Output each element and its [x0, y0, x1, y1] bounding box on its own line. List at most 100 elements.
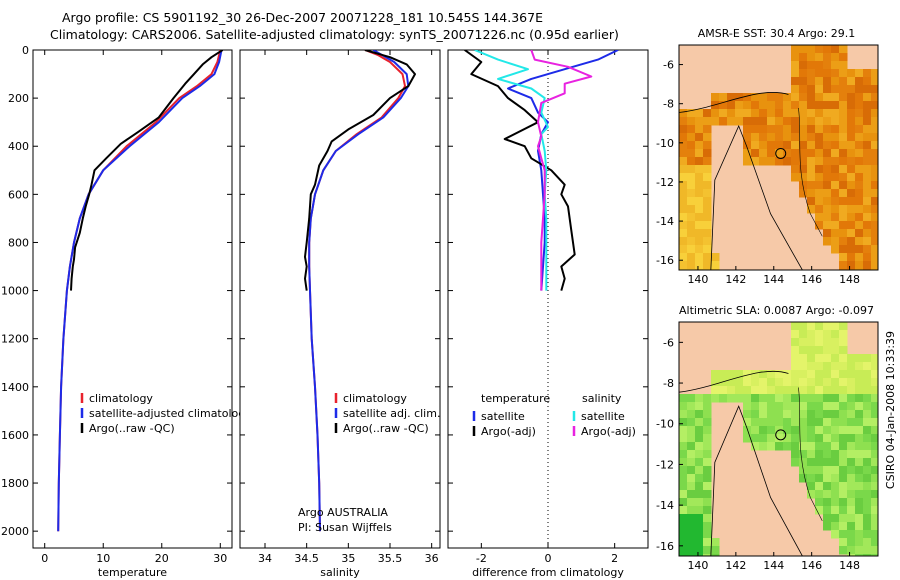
map-cell — [735, 394, 744, 403]
map-cell — [695, 165, 704, 174]
map-cell — [767, 117, 776, 126]
map-cell — [863, 498, 872, 507]
map-cell — [863, 450, 872, 459]
map-cell — [839, 61, 848, 70]
map-cell — [823, 189, 832, 198]
map-cell — [711, 378, 720, 387]
map-cell — [791, 394, 800, 403]
map-cell — [807, 141, 816, 150]
y-tick-label: -8 — [663, 98, 674, 111]
map-cell — [759, 157, 768, 166]
map-cell — [855, 125, 864, 134]
map-cell — [695, 482, 704, 491]
y-tick-label: -16 — [656, 540, 674, 553]
map-cell — [687, 498, 696, 507]
map-cell — [775, 370, 784, 379]
map-cell — [711, 386, 720, 395]
map-cell — [831, 53, 840, 62]
map-cell — [719, 394, 728, 403]
map-cell — [815, 125, 824, 134]
map-cell — [839, 197, 848, 206]
map-cell — [687, 530, 696, 539]
map-cell — [823, 173, 832, 182]
map-cell — [759, 426, 768, 435]
map-cell — [703, 402, 712, 411]
legend-group-salinity: salinity — [582, 392, 622, 405]
map-cell — [831, 221, 840, 230]
map-cell — [807, 410, 816, 419]
map-cell — [783, 117, 792, 126]
map-cell — [807, 370, 816, 379]
map-cell — [711, 101, 720, 110]
map-cell — [863, 253, 872, 262]
map-cell — [815, 189, 824, 198]
map-cell — [839, 402, 848, 411]
map-cell — [679, 229, 688, 238]
map-cell — [807, 77, 816, 86]
map-cell — [775, 402, 784, 411]
map-cell — [871, 386, 878, 395]
y-tick-label: 800 — [8, 236, 29, 249]
map-cell — [791, 101, 800, 110]
map-cell — [695, 514, 704, 523]
map-cell — [799, 173, 808, 182]
series-line-temperature-argo-adj- — [464, 50, 576, 291]
map-cell — [831, 362, 840, 371]
map-cell — [847, 474, 856, 483]
map-cell — [743, 133, 752, 142]
map-cell — [823, 514, 832, 523]
map-cell — [759, 442, 768, 451]
map-cell — [783, 125, 792, 134]
map-cell — [855, 434, 864, 443]
map-cell — [855, 554, 864, 556]
map-cell — [839, 101, 848, 110]
map-cell — [759, 386, 768, 395]
map-cell — [863, 157, 872, 166]
map-cell — [759, 402, 768, 411]
map-cell — [871, 434, 878, 443]
map-cell — [695, 181, 704, 190]
map-cell — [783, 370, 792, 379]
map-cell — [799, 426, 808, 435]
map-cell — [679, 538, 688, 547]
map-cell — [871, 410, 878, 419]
map-cell — [823, 450, 832, 459]
panel-temp: 0 10 20 30 0 200 400 600 800 1000 1200 1400 1600 1800… — [1, 44, 252, 579]
map-cell — [695, 418, 704, 427]
map-cell — [687, 402, 696, 411]
map-cell — [839, 221, 848, 230]
map-cell — [839, 229, 848, 238]
map-cell — [679, 133, 688, 142]
map-cell — [695, 197, 704, 206]
map-cell — [839, 434, 848, 443]
y-tick-label: 0 — [22, 44, 29, 57]
map-cell — [855, 245, 864, 254]
map-cell — [751, 410, 760, 419]
y-tick-label: 1800 — [1, 477, 29, 490]
map-cell — [687, 442, 696, 451]
map-cell — [871, 125, 878, 134]
x-tick-label: 144 — [763, 559, 784, 572]
map-cell — [775, 386, 784, 395]
map-cell — [871, 474, 878, 483]
map-cell — [823, 45, 832, 54]
map-cell — [783, 418, 792, 427]
y-tick-label: -14 — [656, 499, 674, 512]
map-cell — [791, 346, 800, 355]
map-cell — [863, 93, 872, 102]
y-tick-label: 1200 — [1, 333, 29, 346]
map-cell — [679, 434, 688, 443]
map-cell — [847, 458, 856, 467]
map-cell — [839, 362, 848, 371]
map-cell — [799, 141, 808, 150]
map-cell — [839, 253, 848, 262]
map-cell — [751, 101, 760, 110]
map-cell — [863, 394, 872, 403]
map-cell — [791, 378, 800, 387]
map-cell — [831, 426, 840, 435]
map-cell — [695, 109, 704, 118]
map-cell — [823, 237, 832, 246]
map-cell — [823, 330, 832, 339]
map-cell — [855, 205, 864, 214]
map-cell — [807, 322, 816, 331]
